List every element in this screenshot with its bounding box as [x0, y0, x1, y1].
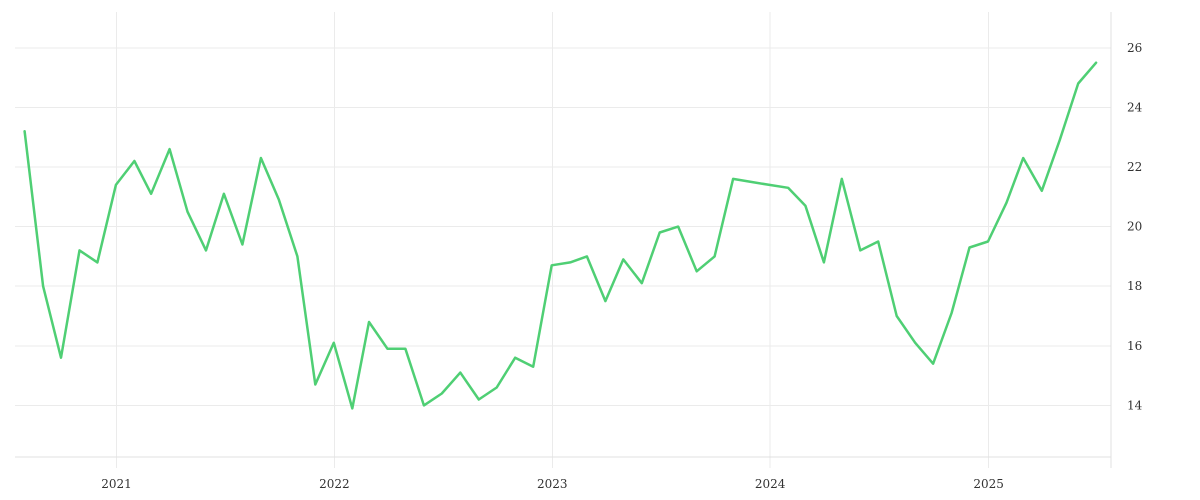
x-tick-label: 2023 — [537, 477, 568, 491]
series-line-1 — [23, 61, 1098, 410]
y-tick-labels: 14 16 18 20 22 24 26 — [1127, 41, 1143, 413]
series — [23, 61, 1098, 410]
y-tick-label: 24 — [1127, 100, 1143, 114]
y-tick-label: 18 — [1127, 279, 1142, 293]
y-tick-label: 20 — [1127, 220, 1142, 234]
axes — [15, 12, 1112, 468]
x-tick-label: 2022 — [319, 477, 350, 491]
y-tick-label: 16 — [1127, 339, 1142, 353]
y-tick-label: 22 — [1127, 160, 1142, 174]
x-tick-label: 2021 — [101, 477, 132, 491]
x-tick-labels: 2021 2022 2023 2024 2025 — [101, 477, 1004, 491]
y-tick-label: 14 — [1127, 398, 1143, 412]
x-tick-label: 2024 — [755, 477, 786, 491]
gridlines — [15, 12, 1111, 468]
x-tick-label: 2025 — [973, 477, 1004, 491]
y-tick-label: 26 — [1127, 41, 1142, 55]
